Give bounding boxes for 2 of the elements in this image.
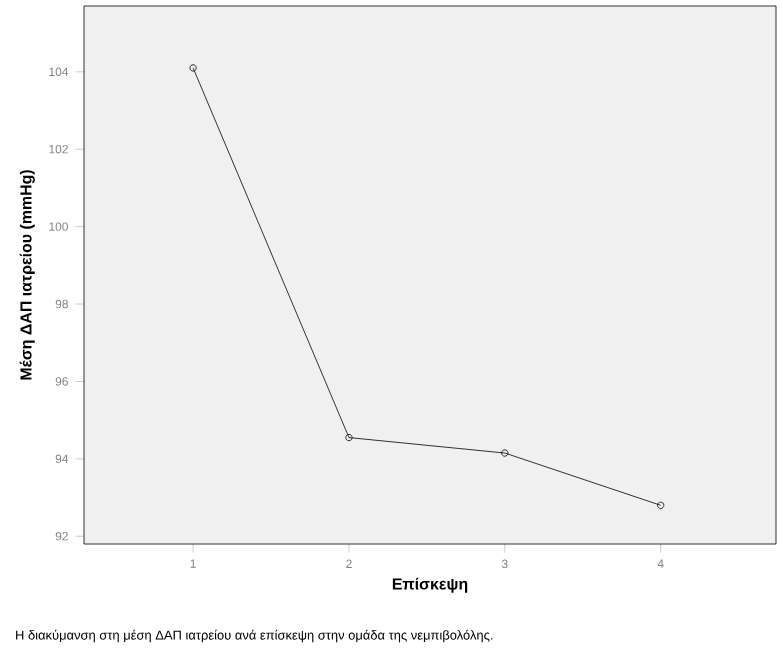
point [345, 433, 353, 442]
point [501, 449, 509, 457]
